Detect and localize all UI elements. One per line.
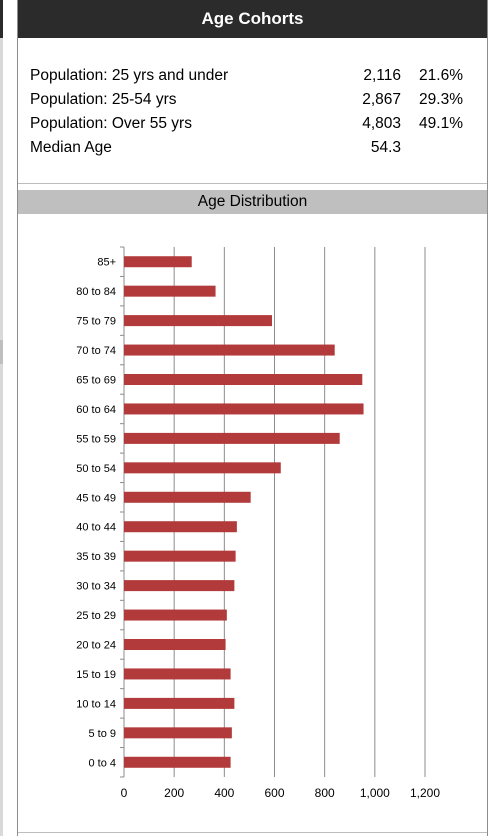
panel-title: Age Cohorts — [18, 0, 487, 38]
chart-section-title: Age Distribution — [18, 190, 487, 214]
category-label: 85+ — [97, 257, 116, 269]
bar — [124, 727, 232, 739]
stat-label: Population: 25-54 yrs — [30, 91, 177, 108]
age-cohorts-panel: Age Cohorts Population: 25 yrs and under… — [17, 0, 488, 836]
category-label: 40 to 44 — [76, 522, 116, 534]
category-label: 80 to 84 — [76, 286, 116, 298]
bar — [124, 580, 235, 592]
stat-percent: 49.1% — [419, 115, 463, 132]
category-label: 20 to 24 — [76, 640, 116, 652]
category-label: 65 to 69 — [76, 375, 116, 387]
stat-percent: 21.6% — [419, 67, 463, 84]
stat-percent: 29.3% — [419, 91, 463, 108]
adjacent-panel-marker — [0, 340, 3, 364]
panel-bottom-border — [18, 832, 487, 833]
bar — [124, 491, 251, 503]
bar — [124, 315, 272, 327]
bar — [124, 256, 192, 268]
x-tick-label: 600 — [264, 786, 284, 800]
bar — [124, 521, 237, 533]
category-label: 70 to 74 — [76, 345, 116, 357]
x-tick-label: 0 — [121, 786, 128, 800]
bar — [124, 403, 364, 415]
stat-label: Population: 25 yrs and under — [30, 67, 229, 84]
bar — [124, 432, 340, 444]
x-tick-label: 1,200 — [410, 786, 440, 800]
category-label: 45 to 49 — [76, 492, 116, 504]
bar — [124, 344, 335, 356]
category-label: 0 to 4 — [88, 757, 116, 769]
bar — [124, 285, 216, 297]
bar — [124, 609, 227, 621]
adjacent-panel-edge — [0, 0, 3, 836]
x-tick-label: 1,000 — [360, 786, 390, 800]
section-divider — [18, 183, 487, 184]
x-tick-label: 400 — [214, 786, 234, 800]
age-distribution-chart: 85+ 80 to 84 75 to 79 70 to 74 65 to 69 60 to… — [76, 246, 440, 800]
stats-row: Population: 25-54 yrs 2,867 29.3% — [30, 88, 475, 112]
stat-count: 54.3 — [370, 139, 401, 156]
x-tick-label: 200 — [164, 786, 184, 800]
category-label: 75 to 79 — [76, 316, 116, 328]
bar — [124, 462, 281, 474]
bar — [124, 639, 226, 650]
category-label: 35 to 39 — [76, 551, 116, 563]
stat-count: 2,867 — [362, 91, 401, 108]
category-label: 50 to 54 — [76, 463, 116, 475]
category-label: 30 to 34 — [76, 581, 116, 593]
stat-count: 4,803 — [362, 115, 401, 132]
bar — [124, 756, 231, 768]
stats-row: Median Age 54.3 — [30, 136, 475, 160]
x-tick-label: 800 — [315, 786, 335, 800]
stats-table: Population: 25 yrs and under 2,116 21.6%… — [30, 64, 475, 160]
stat-count: 2,116 — [363, 67, 401, 84]
bar — [124, 550, 236, 562]
stat-label: Median Age — [30, 139, 112, 156]
category-label: 25 to 29 — [76, 610, 116, 622]
category-label: 10 to 14 — [76, 698, 116, 710]
bar — [124, 668, 231, 680]
bar — [124, 697, 235, 709]
stat-label: Population: Over 55 yrs — [30, 115, 192, 132]
category-label: 5 to 9 — [88, 728, 116, 740]
category-label: 60 to 64 — [76, 404, 116, 416]
stats-row: Population: Over 55 yrs 4,803 49.1% — [30, 112, 475, 136]
stats-row: Population: 25 yrs and under 2,116 21.6% — [30, 64, 475, 88]
category-label: 55 to 59 — [76, 433, 116, 445]
bar — [124, 374, 363, 385]
category-label: 15 to 19 — [76, 669, 116, 681]
adjacent-panel-header-edge — [0, 0, 3, 38]
